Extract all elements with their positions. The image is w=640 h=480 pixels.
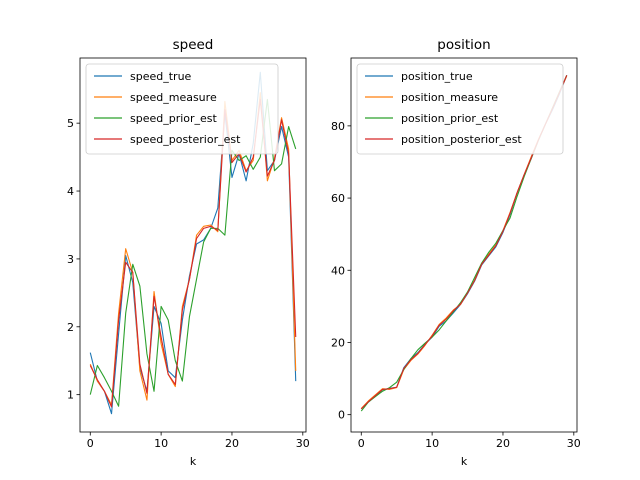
position-title: position xyxy=(437,37,490,53)
position-axes-frame xyxy=(350,57,578,433)
speed-chart-panel: speed 0 10 20 30 1 2 3 4 5 k speed_true speed_measur… xyxy=(67,37,310,468)
speed-x-tick-label: 0 xyxy=(87,437,94,450)
position-x-tick-label: 30 xyxy=(567,437,581,450)
speed-y-tick-label: 4 xyxy=(67,185,74,198)
legend-label-speed-true: speed_true xyxy=(130,70,192,83)
position-y-tick-label: 80 xyxy=(331,120,345,133)
legend-label-position-posterior-est: position_posterior_est xyxy=(401,133,522,146)
speed-y-tick-label: 1 xyxy=(67,389,74,402)
speed-x-axis-label: k xyxy=(190,455,197,468)
series-line-position-posterior-est xyxy=(360,75,568,410)
position-y-tick-label: 20 xyxy=(331,336,345,349)
legend-label-position-true: position_true xyxy=(401,70,473,83)
speed-title: speed xyxy=(173,37,214,53)
position-x-tick-label: 0 xyxy=(358,437,365,450)
speed-x-tick-label: 10 xyxy=(154,437,168,450)
position-legend: position_true position_measure position_pr… xyxy=(356,63,564,155)
speed-x-tick-label: 20 xyxy=(225,437,239,450)
speed-x-tick-label: 30 xyxy=(296,437,310,450)
position-y-tick-label: 60 xyxy=(331,192,345,205)
speed-legend-box xyxy=(85,63,279,155)
position-y-tick-label: 40 xyxy=(331,264,345,277)
speed-legend: speed_true speed_measure speed_prior_estsp… xyxy=(85,63,279,155)
legend-label-speed-posterior-est: speed_posterior_est xyxy=(130,133,241,146)
speed-y-tick-label: 3 xyxy=(67,253,74,266)
position-x-axis-label: k xyxy=(461,455,468,468)
speed-y-tick-label: 2 xyxy=(67,321,74,334)
speed-axes-frame xyxy=(79,57,307,433)
position-x-tick-label: 20 xyxy=(496,437,510,450)
legend-label-position-prior-est: position_prior_est xyxy=(401,112,499,125)
position-legend-box xyxy=(356,63,564,155)
legend-label-position-measure: position_measure xyxy=(401,91,498,104)
legend-label-speed-measure: speed_measure xyxy=(130,91,217,104)
legend-label-speed-prior-est: speed_prior_est xyxy=(130,112,218,125)
position-x-tick-label: 10 xyxy=(425,437,439,450)
position-y-tick-label: 0 xyxy=(338,409,345,422)
speed-y-tick-label: 5 xyxy=(67,117,74,130)
